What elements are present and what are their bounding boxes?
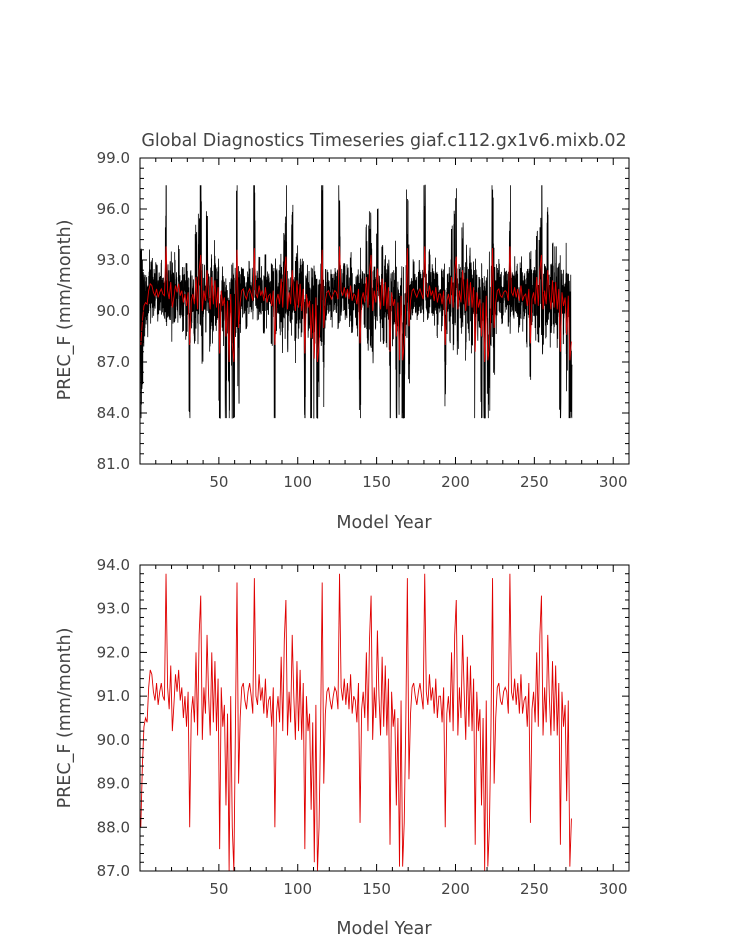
bottom-x-axis-label: Model Year [336, 919, 432, 939]
figure-title: Global Diagnostics Timeseries giaf.c112.… [141, 131, 626, 151]
bottom-series-line-0 [140, 573, 572, 871]
bottom-y-tick-label: 87.0 [97, 862, 130, 880]
bottom-y-axis-label: PREC_F (mm/month) [55, 628, 75, 809]
bottom-y-tick-label: 90.0 [97, 731, 130, 749]
top-y-axis-label: PREC_F (mm/month) [55, 220, 75, 401]
top-x-tick-label: 50 [209, 473, 228, 491]
top-y-tick-label: 99.0 [97, 149, 130, 167]
bottom-y-tick-label: 93.0 [97, 600, 130, 618]
top-x-tick-label: 250 [520, 473, 549, 491]
bottom-x-tick-label: 100 [283, 880, 312, 898]
top-x-tick-label: 150 [362, 473, 391, 491]
top-x-tick-label: 100 [283, 473, 312, 491]
bottom-y-tick-label: 88.0 [97, 818, 130, 836]
bottom-y-tick-label: 91.0 [97, 687, 130, 705]
bottom-x-tick-label: 150 [362, 880, 391, 898]
top-x-tick-label: 200 [441, 473, 470, 491]
bottom-y-tick-label: 94.0 [97, 556, 130, 574]
top-x-tick-label: 300 [599, 473, 628, 491]
bottom-y-tick-label: 89.0 [97, 775, 130, 793]
top-series-line-0 [140, 184, 573, 419]
top-x-axis-label: Model Year [336, 513, 432, 533]
top-series-line-1 [140, 246, 572, 363]
top-y-tick-label: 96.0 [97, 200, 130, 218]
bottom-plot-frame [139, 564, 630, 872]
top-plot: Model Year PREC_F (mm/month) 50 100 150 200… [55, 149, 630, 533]
top-y-tick-label: 81.0 [97, 455, 130, 473]
top-y-tick-label: 87.0 [97, 353, 130, 371]
bottom-plot: Model Year PREC_F (mm/month) 50 100 150 200… [55, 556, 630, 939]
bottom-x-tick-label: 50 [209, 880, 228, 898]
top-y-tick-label: 84.0 [97, 404, 130, 422]
top-y-tick-label: 93.0 [97, 251, 130, 269]
bottom-x-tick-label: 200 [441, 880, 470, 898]
bottom-x-tick-label: 300 [599, 880, 628, 898]
bottom-x-tick-label: 250 [520, 880, 549, 898]
bottom-y-tick-label: 92.0 [97, 643, 130, 661]
top-y-tick-label: 90.0 [97, 302, 130, 320]
